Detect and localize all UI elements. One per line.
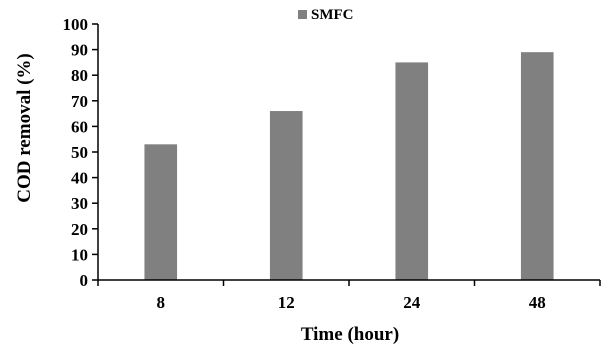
x-tick-label: 24 <box>403 293 421 312</box>
bar-series <box>144 52 554 281</box>
bar-24 <box>395 62 429 281</box>
y-tick-label: 20 <box>71 220 88 239</box>
x-axis-ticks: 8 12 24 48 <box>97 280 601 312</box>
x-tick-label: 48 <box>529 293 546 312</box>
x-axis-title: Time (hour) <box>301 324 399 345</box>
y-tick-label: 30 <box>71 194 88 213</box>
y-axis-ticks: 0 10 20 30 40 50 60 70 80 90 100 <box>63 15 98 290</box>
y-tick-label: 40 <box>71 169 88 188</box>
bar-8 <box>144 144 178 280</box>
bar-12 <box>269 111 303 280</box>
y-tick-label: 70 <box>71 92 88 111</box>
x-tick-label: 8 <box>157 293 166 312</box>
y-tick-label: 100 <box>63 15 89 34</box>
y-tick-label: 10 <box>71 245 88 264</box>
legend: SMFC <box>298 7 354 23</box>
bar-48 <box>520 52 554 280</box>
legend-label: SMFC <box>311 7 354 23</box>
y-tick-label: 0 <box>80 271 89 290</box>
x-tick-label: 12 <box>278 293 295 312</box>
y-tick-label: 50 <box>71 143 88 162</box>
y-tick-label: 80 <box>71 66 88 85</box>
y-axis-title: COD removal (%) <box>14 53 35 203</box>
y-tick-label: 90 <box>71 41 88 60</box>
y-tick-label: 60 <box>71 117 88 136</box>
legend-swatch <box>298 10 307 19</box>
